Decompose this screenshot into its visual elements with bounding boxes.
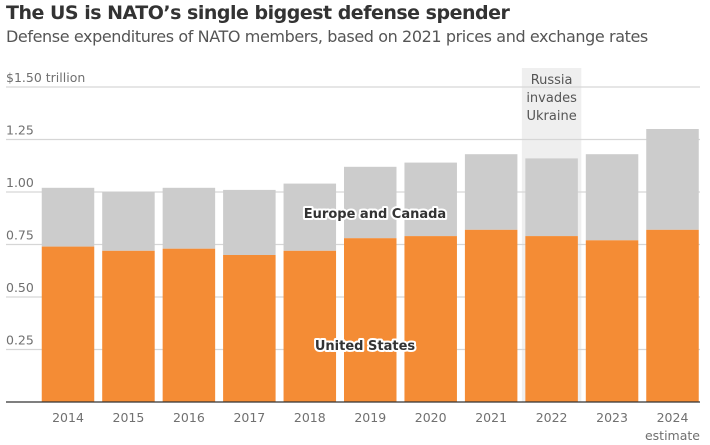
y-tick-label: 1.00: [6, 175, 34, 190]
bar-united-states-2024: [646, 229, 699, 402]
bar-europe-canada-2019: [344, 166, 397, 239]
annotation-text-line: Ukraine: [526, 109, 576, 124]
chart-title: The US is NATO’s single biggest defense …: [6, 2, 510, 24]
x-tick-label: 2017: [233, 410, 265, 425]
x-tick-label: 2022: [536, 410, 568, 425]
bar-united-states-2016: [162, 248, 216, 402]
y-tick-label: 0.25: [6, 333, 34, 348]
labels: Russia invades Ukraine 0.25 0.50 0.75 1.00 1.25…: [6, 70, 700, 443]
bar-europe-canada-2014: [41, 187, 95, 247]
bar-europe-canada-2023: [585, 154, 639, 241]
bar-europe-canada-2015: [102, 192, 155, 251]
bar-united-states-2018: [283, 250, 337, 402]
x-tick-label: 2019: [354, 410, 386, 425]
bars: [41, 129, 699, 402]
bar-united-states-2017: [223, 255, 276, 402]
annotation-text-line: invades: [526, 91, 577, 106]
x-tick-sublabel: estimate: [645, 428, 700, 443]
x-tick-label: 2020: [415, 410, 447, 425]
bar-europe-canada-2020: [404, 162, 457, 237]
annotation-text-line: Russia: [531, 73, 573, 88]
bar-europe-canada-2024: [646, 129, 699, 230]
bar-europe-canada-2022: [525, 158, 578, 237]
series-label-europe-canada: Europe and Canada: [304, 207, 446, 222]
y-tick-label: 0.75: [6, 228, 34, 243]
bar-united-states-2020: [404, 236, 457, 402]
x-tick-label: 2021: [475, 410, 507, 425]
x-tick-label: 2018: [294, 410, 326, 425]
x-tick-label: 2015: [113, 410, 145, 425]
bar-united-states-2019: [344, 238, 397, 402]
bar-united-states-2015: [102, 250, 155, 402]
series-label-united-states: United States: [315, 339, 416, 354]
bar-united-states-2021: [464, 229, 518, 402]
bar-europe-canada-2021: [464, 154, 518, 230]
x-tick-label: 2024: [657, 410, 689, 425]
bar-europe-canada-2018: [283, 183, 337, 251]
y-tick-label: 1.25: [6, 123, 34, 138]
y-tick-label: 0.50: [6, 280, 34, 295]
x-tick-label: 2023: [596, 410, 628, 425]
chart-subtitle: Defense expenditures of NATO members, ba…: [6, 27, 648, 46]
bar-united-states-2023: [585, 240, 639, 402]
y-tick-label: $1.50 trillion: [6, 70, 85, 85]
bar-europe-canada-2016: [162, 187, 216, 249]
x-tick-label: 2016: [173, 410, 205, 425]
x-tick-label: 2014: [52, 410, 84, 425]
bar-united-states-2022: [525, 236, 578, 402]
bar-europe-canada-2017: [223, 189, 276, 255]
bar-united-states-2014: [41, 246, 95, 402]
